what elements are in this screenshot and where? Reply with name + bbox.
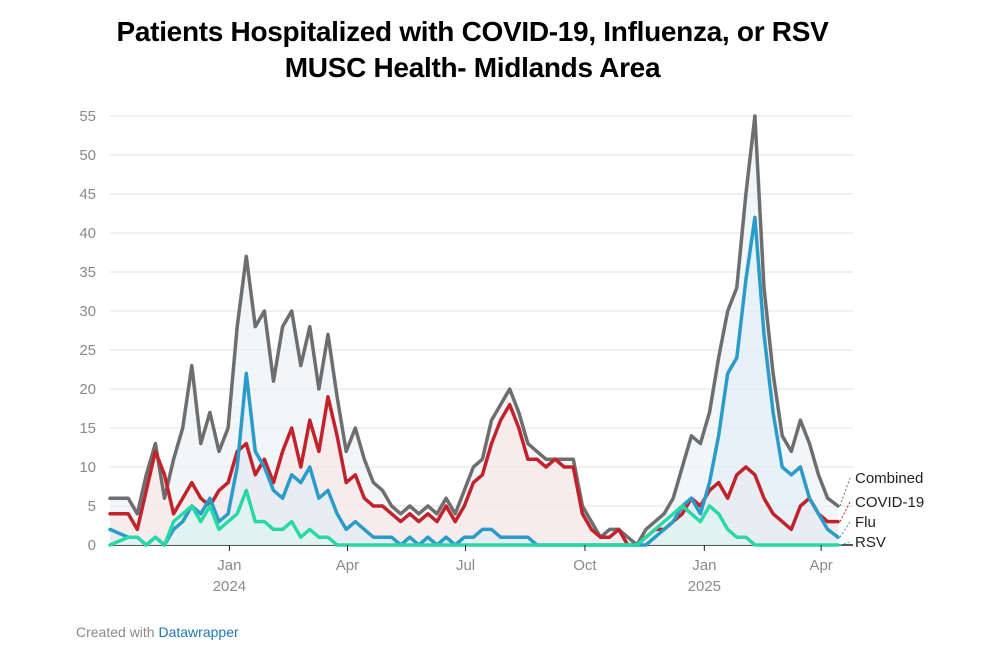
y-tick-label: 35 xyxy=(79,264,96,281)
y-tick-label: 30 xyxy=(79,303,96,320)
x-tick-year-label: 2024 xyxy=(213,578,246,595)
y-tick-label: 10 xyxy=(79,459,96,476)
chart-subtitle: MUSC Health- Midlands Area xyxy=(284,52,661,83)
y-tick-label: 0 xyxy=(88,537,96,554)
x-tick-label: Jul xyxy=(456,557,475,574)
y-tick-label: 15 xyxy=(79,420,96,437)
rsv-area xyxy=(110,490,838,545)
x-tick-label: Jan xyxy=(692,557,716,574)
footer-credit: Created with Datawrapper xyxy=(76,624,239,640)
covid-19-label-leader xyxy=(839,501,851,522)
chart-title: Patients Hospitalized with COVID-19, Inf… xyxy=(116,16,829,47)
y-axis-ticks: 0 5 10 15 20 25 30 35 40 45 50 55 xyxy=(79,108,96,554)
combined-series-label: Combined xyxy=(855,470,923,487)
y-tick-label: 50 xyxy=(79,147,96,164)
y-tick-label: 25 xyxy=(79,342,96,359)
flu-area xyxy=(110,217,838,545)
x-axis-ticks: Jan 2024 Apr Jul Oct Jan 2025 Apr xyxy=(213,545,833,595)
x-tick-label: Jan xyxy=(217,557,241,574)
y-tick-label: 45 xyxy=(79,186,96,203)
covid-19-series-label: COVID-19 xyxy=(855,494,924,511)
flu-line xyxy=(108,215,840,547)
combined-label-leader xyxy=(839,477,851,507)
rsv-line xyxy=(108,488,840,547)
footer-prefix: Created with xyxy=(76,624,155,640)
y-tick-label: 40 xyxy=(79,225,96,242)
chart-title-block: Patients Hospitalized with COVID-19, Inf… xyxy=(0,14,945,86)
combined-line xyxy=(108,114,840,547)
y-tick-label: 55 xyxy=(79,108,96,125)
rsv-series-label: RSV xyxy=(855,534,886,551)
flu-label-leader xyxy=(839,521,851,538)
x-tick-year-label: 2025 xyxy=(688,578,721,595)
series-labels: Combined COVID-19 Flu RSV xyxy=(839,470,924,551)
x-tick-label: Oct xyxy=(573,557,597,574)
series-lines xyxy=(108,114,840,547)
y-tick-label: 20 xyxy=(79,381,96,398)
x-tick-label: Apr xyxy=(336,557,359,574)
x-tick-label: Apr xyxy=(809,557,832,574)
flu-series-label: Flu xyxy=(855,514,876,531)
datawrapper-link[interactable]: Datawrapper xyxy=(158,624,239,640)
rsv-label-leader xyxy=(839,541,851,546)
y-tick-label: 5 xyxy=(88,498,96,515)
